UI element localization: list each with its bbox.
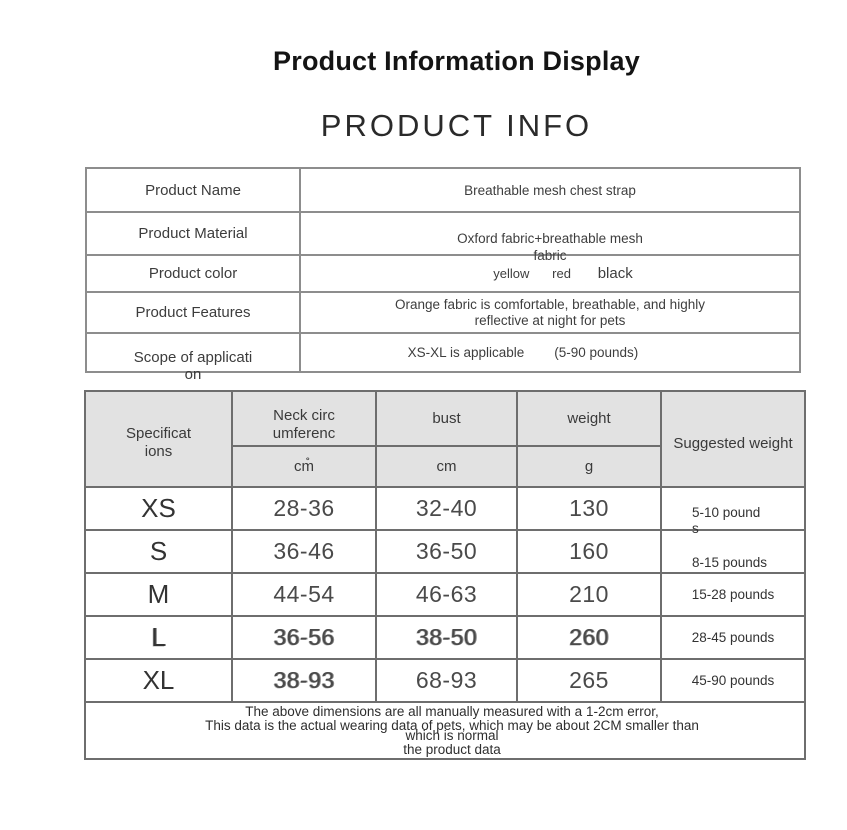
product-info-table: Product Name Breathable mesh chest strap… <box>85 167 801 383</box>
size-label-s: S <box>84 529 233 574</box>
info-row-product-color: Product color yellow red black <box>85 254 801 293</box>
info-value-product-color: yellow red black <box>299 254 801 293</box>
info-row-product-features: Product Features Orange fabric is comfor… <box>85 291 801 334</box>
spec-row-xs: XS 28-36 32-40 130 5-10 pound s <box>84 486 806 536</box>
page-title: Product Information Display <box>273 46 640 76</box>
info-value-product-name: Breathable mesh chest strap <box>299 167 801 213</box>
weight-value-s: 160 <box>516 529 662 574</box>
neck-value-xs: 28-36 <box>231 486 377 531</box>
neck-value-l: 36-56 <box>231 615 377 660</box>
info-row-product-material: Product Material Oxford fabric+breathabl… <box>85 211 801 263</box>
suggested-weight-m: 15-28 pounds <box>660 572 806 617</box>
spec-row-xl: XL 38-93 68-93 265 45-90 pounds <box>84 658 806 703</box>
titles-block: Product Information Display PRODUCT INFO <box>0 46 847 144</box>
weight-value-xs: 130 <box>516 486 662 531</box>
size-spec-table: Specificat ions Neck circ umferenc bust … <box>84 390 806 760</box>
info-value-product-features: Orange fabric is comfortable, breathable… <box>299 291 801 334</box>
unit-weight-g: g <box>516 445 662 488</box>
info-label-product-color: Product color <box>85 254 301 293</box>
col-header-weight: weight <box>516 390 662 447</box>
neck-value-xl: 38-93 <box>231 658 377 703</box>
bust-value-s: 36-50 <box>375 529 518 574</box>
spec-row-s: S 36-46 36-50 160 8-15 pounds <box>84 529 806 574</box>
weight-value-m: 210 <box>516 572 662 617</box>
size-label-l: L <box>84 615 233 660</box>
size-label-xs: XS <box>84 486 233 531</box>
neck-value-m: 44-54 <box>231 572 377 617</box>
bust-value-l: 38-50 <box>375 615 518 660</box>
bust-value-xl: 68-93 <box>375 658 518 703</box>
color-option-red: red <box>552 266 571 281</box>
info-label-product-features: Product Features <box>85 291 301 334</box>
bust-value-xs: 32-40 <box>375 486 518 531</box>
spec-row-l: L 36-56 38-50 260 28-45 pounds <box>84 615 806 660</box>
size-label-m: M <box>84 572 233 617</box>
unit-bust-cm: cm <box>375 445 518 488</box>
weight-value-l: 260 <box>516 615 662 660</box>
measurement-note-row: The above dimensions are all manually me… <box>84 701 806 760</box>
info-value-product-material: Oxford fabric+breathable mesh fabric <box>299 211 801 263</box>
section-title: PRODUCT INFO <box>320 108 593 143</box>
info-row-scope: Scope of applicati on XS-XL is applicabl… <box>85 332 801 383</box>
info-label-product-name: Product Name <box>85 167 301 213</box>
color-option-yellow: yellow <box>493 266 530 281</box>
measurement-note: The above dimensions are all manually me… <box>84 701 806 760</box>
info-row-product-name: Product Name Breathable mesh chest strap <box>85 167 801 213</box>
col-header-suggested-weight: Suggested weight <box>660 390 806 488</box>
weight-value-xl: 265 <box>516 658 662 703</box>
info-label-product-material: Product Material <box>85 211 301 256</box>
color-option-black: black <box>597 265 633 282</box>
suggested-weight-l: 28-45 pounds <box>660 615 806 660</box>
size-label-xl: XL <box>84 658 233 703</box>
neck-value-s: 36-46 <box>231 529 377 574</box>
bust-value-m: 46-63 <box>375 572 518 617</box>
spec-row-m: M 44-54 46-63 210 15-28 pounds <box>84 572 806 617</box>
info-value-scope: XS-XL is applicable (5-90 pounds) <box>299 332 801 373</box>
unit-neck-cm: cm̊ <box>231 445 377 488</box>
col-header-neck-circumference: Neck circ umferenc <box>231 390 377 447</box>
suggested-weight-xs: 5-10 pound s <box>660 486 806 536</box>
suggested-weight-s: 8-15 pounds <box>660 529 806 574</box>
col-header-specifications: Specificat ions <box>84 390 233 488</box>
col-header-bust: bust <box>375 390 518 447</box>
suggested-weight-xl: 45-90 pounds <box>660 658 806 703</box>
info-label-scope: Scope of applicati on <box>85 332 301 383</box>
